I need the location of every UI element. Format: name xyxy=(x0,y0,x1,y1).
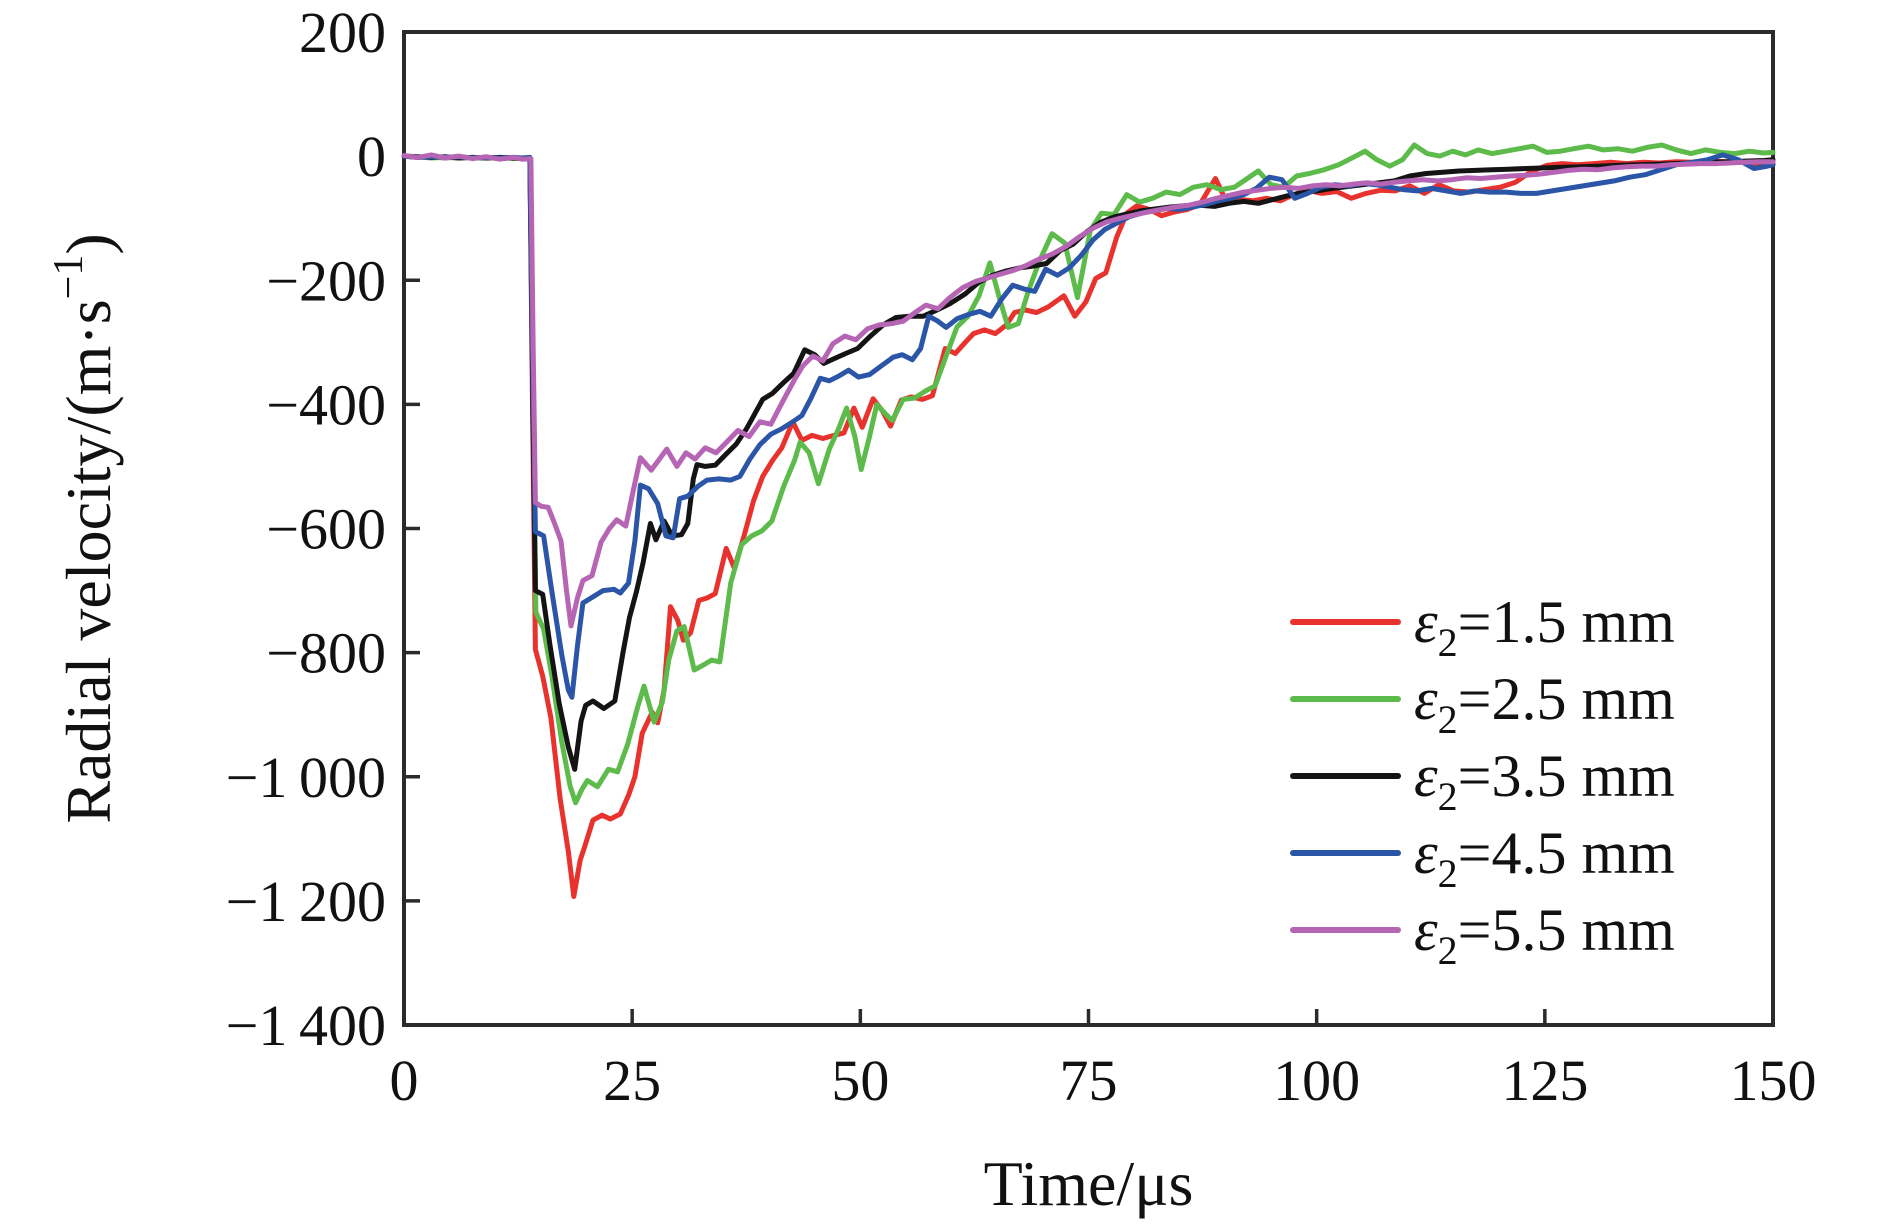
y-tick-label: −600 xyxy=(266,497,386,562)
y-tick-label: −200 xyxy=(266,248,386,313)
series-line-eps-5.5 xyxy=(401,152,1776,629)
legend-label-eps-3.5: ε2=3.5 mm xyxy=(1414,743,1675,819)
y-axis-title: Radial velocity/(m·s−1) xyxy=(46,233,124,823)
x-tick-label: 100 xyxy=(1273,1048,1360,1113)
y-tick-label: −400 xyxy=(266,372,386,437)
legend-item-eps-2.5: ε2=2.5 mm xyxy=(1290,666,1675,742)
axis-tick-labels: 0 25 50 75 100 125 150 200 0 −200 −400 −600 −800 −1 0… xyxy=(226,0,1817,1113)
legend-item-eps-3.5: ε2=3.5 mm xyxy=(1290,743,1675,819)
series-line-eps-4.5 xyxy=(401,152,1776,700)
series-line-eps-3.5 xyxy=(401,153,1776,772)
axis-titles: Time/μs Radial velocity/(m·s−1) xyxy=(46,233,1193,1219)
series-lines xyxy=(401,142,1776,899)
y-tick-label: −1 000 xyxy=(226,745,386,810)
legend-item-eps-5.5: ε2=5.5 mm xyxy=(1290,897,1675,973)
series-line-eps-2.5 xyxy=(401,142,1776,806)
y-tick-label: −1 400 xyxy=(226,993,386,1058)
legend-label-eps-2.5: ε2=2.5 mm xyxy=(1414,666,1675,742)
x-tick-label: 125 xyxy=(1501,1048,1588,1113)
y-tick-label: −1 200 xyxy=(226,869,386,934)
x-tick-label: 25 xyxy=(603,1048,661,1113)
legend-label-eps-4.5: ε2=4.5 mm xyxy=(1414,820,1675,896)
x-tick-label: 150 xyxy=(1730,1048,1817,1113)
x-axis-title: Time/μs xyxy=(984,1148,1194,1219)
y-tick-label: −800 xyxy=(266,621,386,686)
legend-label-eps-5.5: ε2=5.5 mm xyxy=(1414,897,1675,973)
legend-item-eps-1.5: ε2=1.5 mm xyxy=(1290,589,1675,665)
y-tick-label: 0 xyxy=(357,124,386,189)
legend-item-eps-4.5: ε2=4.5 mm xyxy=(1290,820,1675,896)
legend-label-eps-1.5: ε2=1.5 mm xyxy=(1414,589,1675,665)
x-tick-label: 0 xyxy=(390,1048,419,1113)
y-tick-label: 200 xyxy=(299,0,386,65)
x-tick-label: 50 xyxy=(831,1048,889,1113)
x-tick-label: 75 xyxy=(1060,1048,1118,1113)
